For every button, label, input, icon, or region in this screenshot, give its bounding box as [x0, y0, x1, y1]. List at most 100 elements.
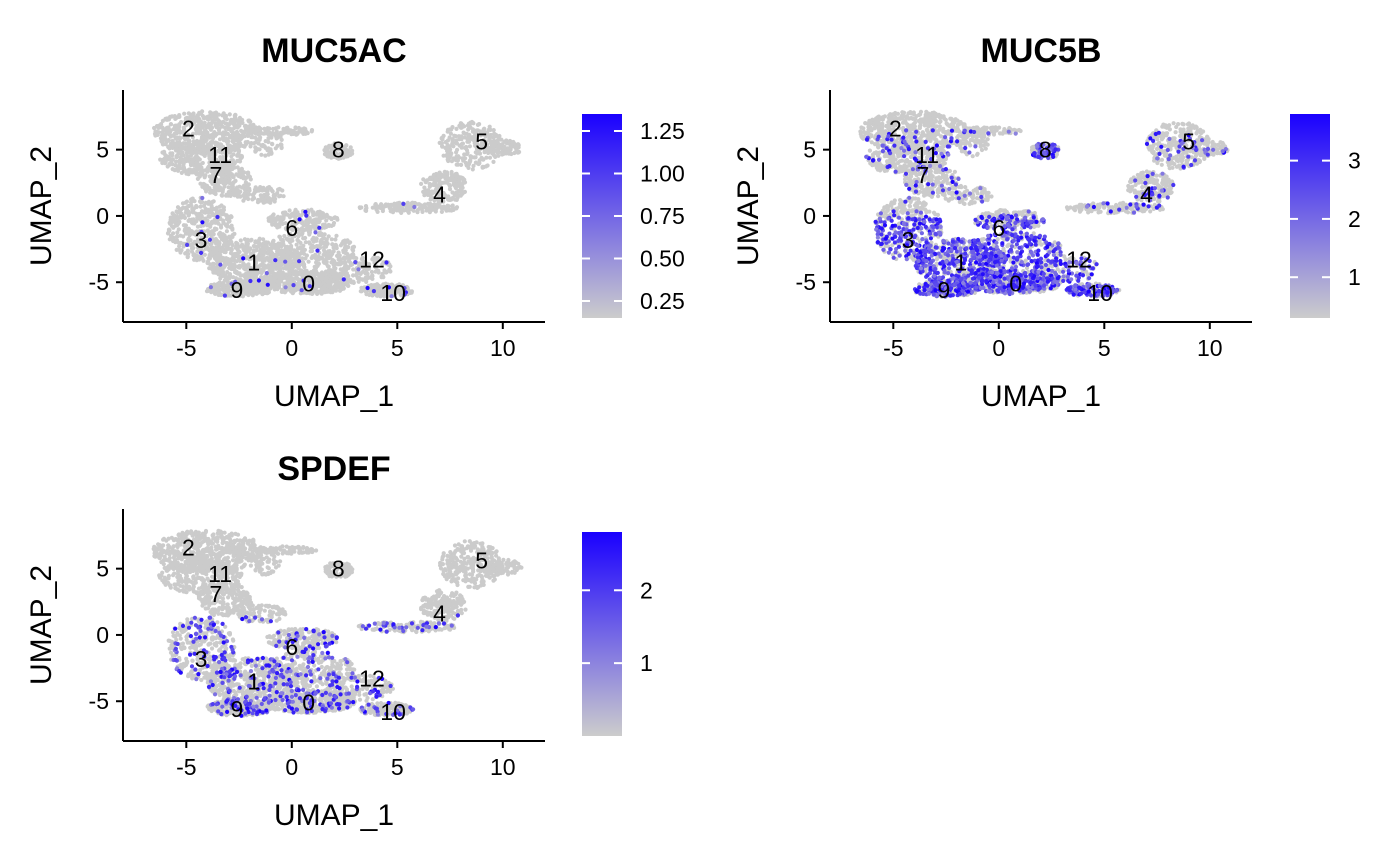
cell-point — [321, 245, 327, 250]
cell-point — [279, 145, 284, 151]
cell-point — [273, 193, 278, 198]
cell-point — [423, 205, 428, 210]
cluster-label: 0 — [302, 271, 315, 297]
cell-point — [196, 126, 201, 131]
cell-point — [230, 184, 235, 189]
cell-point — [289, 289, 295, 294]
cell-point — [235, 241, 240, 246]
cell-point — [282, 288, 287, 293]
cell-point — [195, 149, 200, 154]
cell-point — [880, 115, 886, 120]
cell-point — [276, 241, 281, 246]
cell-point — [219, 203, 224, 208]
cell-point — [260, 194, 265, 199]
cell-point — [197, 110, 202, 115]
cell-point — [174, 155, 179, 160]
cell-point — [306, 259, 311, 264]
cell-point — [216, 251, 221, 256]
cell-point — [228, 126, 233, 131]
cell-point — [235, 153, 240, 158]
cell-point — [164, 128, 169, 133]
cell-point — [932, 133, 937, 138]
cell-point — [462, 152, 467, 157]
cell-point — [269, 251, 274, 256]
cell-point — [240, 244, 246, 249]
cell-point — [313, 217, 318, 222]
cell-point — [251, 290, 256, 295]
cell-point — [203, 139, 208, 144]
expressing-cell-point — [304, 213, 309, 218]
cell-point — [513, 144, 518, 149]
cell-point — [230, 262, 235, 268]
cell-point — [220, 113, 225, 118]
cell-point — [241, 193, 246, 198]
y-axis-label: UMAP_2 — [25, 146, 58, 266]
cell-point — [417, 202, 422, 207]
cell-point — [322, 214, 328, 219]
cell-point — [257, 241, 262, 246]
cell-point — [223, 177, 228, 182]
cell-point — [389, 207, 394, 212]
cell-point — [316, 273, 321, 278]
cell-point — [261, 277, 266, 283]
cell-point — [265, 278, 270, 283]
cell-point — [209, 241, 214, 246]
cell-point — [454, 206, 459, 211]
cell-point — [253, 280, 258, 285]
cell-point — [194, 131, 199, 136]
expressing-cell-point — [401, 201, 406, 206]
cell-point — [263, 145, 268, 150]
cell-point — [281, 242, 286, 247]
cell-point — [936, 132, 941, 137]
cell-point — [327, 143, 332, 148]
cell-point — [436, 173, 442, 179]
cell-point — [172, 126, 177, 131]
expressing-cell-point — [283, 259, 288, 264]
cell-point — [488, 135, 493, 140]
cell-point — [224, 137, 230, 142]
cell-point — [321, 222, 326, 227]
cell-point — [464, 131, 469, 136]
cell-point — [281, 194, 286, 199]
cell-point — [170, 138, 175, 143]
cell-point — [213, 133, 218, 138]
cell-point — [363, 275, 368, 281]
cell-point — [166, 138, 171, 143]
cell-point — [384, 270, 389, 275]
cell-point — [431, 172, 437, 177]
cell-point — [427, 210, 432, 215]
cell-point — [195, 114, 200, 120]
cell-point — [405, 200, 410, 205]
cell-point — [209, 205, 214, 211]
expressing-cell-point — [222, 293, 227, 298]
cell-point — [192, 257, 197, 262]
cell-point — [407, 205, 412, 211]
cell-point — [221, 238, 226, 243]
cluster-label: 2 — [182, 115, 195, 141]
cell-point — [283, 273, 288, 278]
cell-point — [900, 110, 905, 115]
cell-point — [196, 156, 201, 161]
cell-point — [918, 117, 923, 122]
cell-point — [185, 255, 190, 260]
expressing-cell-point — [283, 285, 288, 290]
cell-point — [225, 224, 230, 229]
cell-point — [174, 131, 179, 136]
cell-point — [272, 131, 277, 136]
cell-point — [182, 111, 187, 116]
cell-point — [248, 144, 253, 149]
cell-point — [194, 138, 200, 144]
cell-point — [198, 122, 203, 128]
cell-point — [162, 156, 167, 161]
cell-point — [289, 263, 294, 268]
cell-point — [374, 293, 380, 298]
cell-point — [330, 242, 335, 247]
cell-point — [487, 155, 493, 160]
cell-point — [217, 269, 222, 274]
cell-point — [453, 134, 458, 139]
colorbar-tick-label: 0.25 — [640, 288, 685, 314]
cell-point — [156, 130, 161, 135]
cell-point — [186, 210, 192, 216]
